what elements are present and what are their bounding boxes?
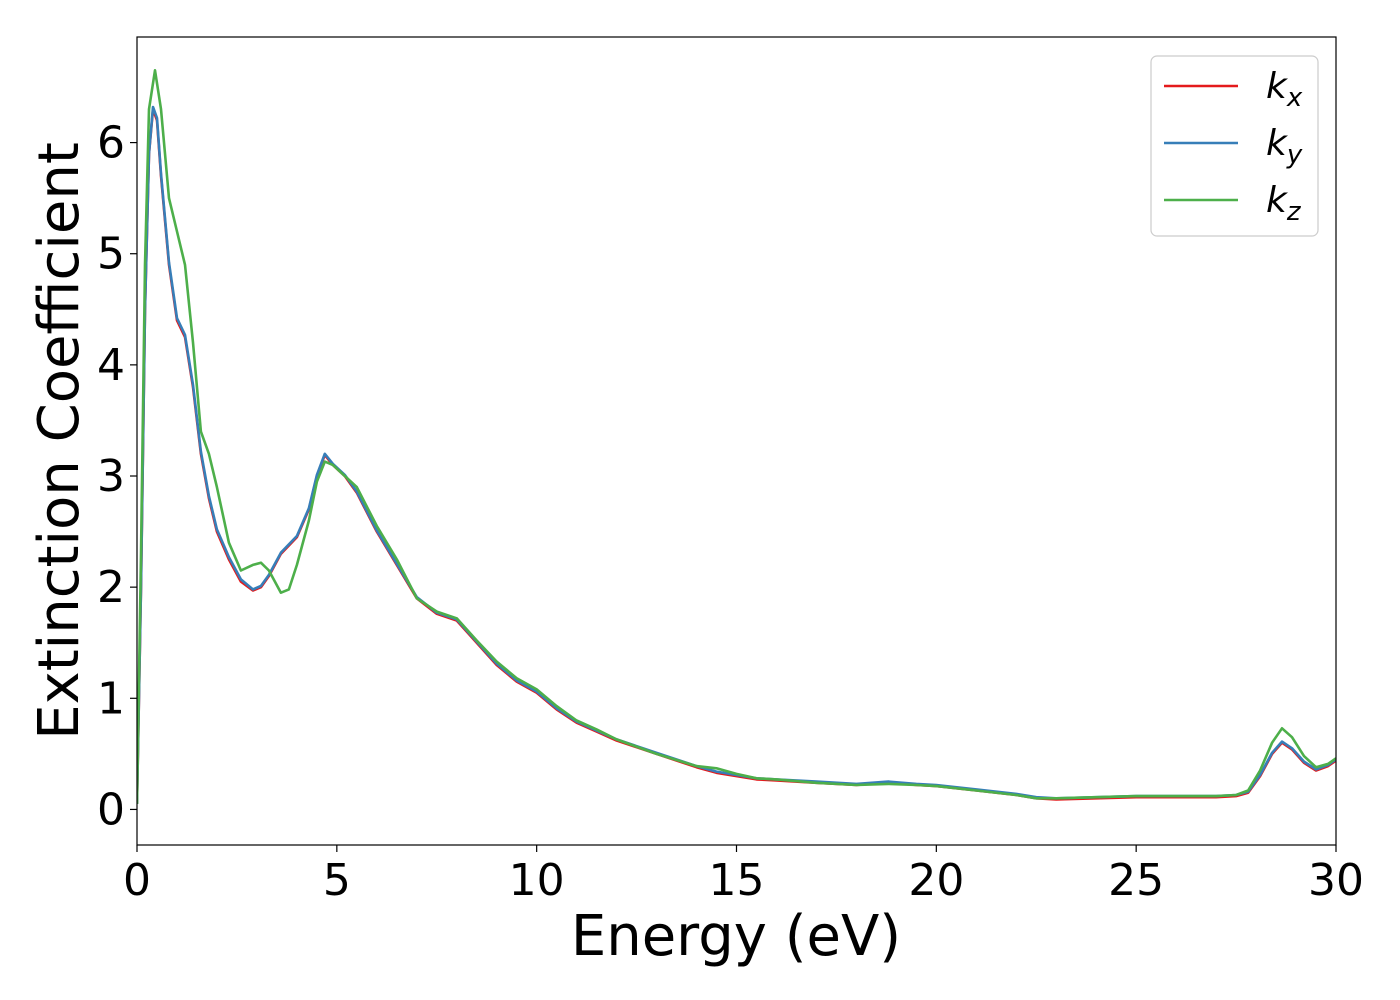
x-tick-label: 30 xyxy=(1308,855,1364,906)
x-tick-label: 0 xyxy=(123,855,151,906)
x-axis-label: Energy (eV) xyxy=(571,904,901,969)
legend: kx ky kz xyxy=(1150,55,1319,237)
series-layer xyxy=(137,69,1336,804)
y-tick-label: 4 xyxy=(97,340,125,391)
y-tick-label: 1 xyxy=(97,673,125,724)
x-tick-label: 10 xyxy=(509,855,565,906)
legend-box xyxy=(1150,55,1319,237)
legend-label: ky xyxy=(1266,123,1303,170)
series-line-kz xyxy=(137,69,1336,804)
x-tick-label: 15 xyxy=(709,855,765,906)
y-axis: 0 1 2 3 4 5 6 xyxy=(97,118,137,835)
y-tick-label: 3 xyxy=(97,451,125,502)
x-tick-label: 20 xyxy=(908,855,964,906)
legend-label: kx xyxy=(1266,66,1303,113)
x-tick-label: 5 xyxy=(323,855,351,906)
y-axis-label: Extinction Coefficient xyxy=(27,142,92,740)
y-tick-label: 6 xyxy=(97,118,125,169)
legend-label: kz xyxy=(1266,180,1302,227)
y-tick-label: 5 xyxy=(97,229,125,280)
x-axis: 0 5 10 15 20 25 30 xyxy=(123,845,1364,906)
x-tick-label: 25 xyxy=(1108,855,1164,906)
y-tick-label: 0 xyxy=(97,784,125,835)
y-tick-label: 2 xyxy=(97,562,125,613)
